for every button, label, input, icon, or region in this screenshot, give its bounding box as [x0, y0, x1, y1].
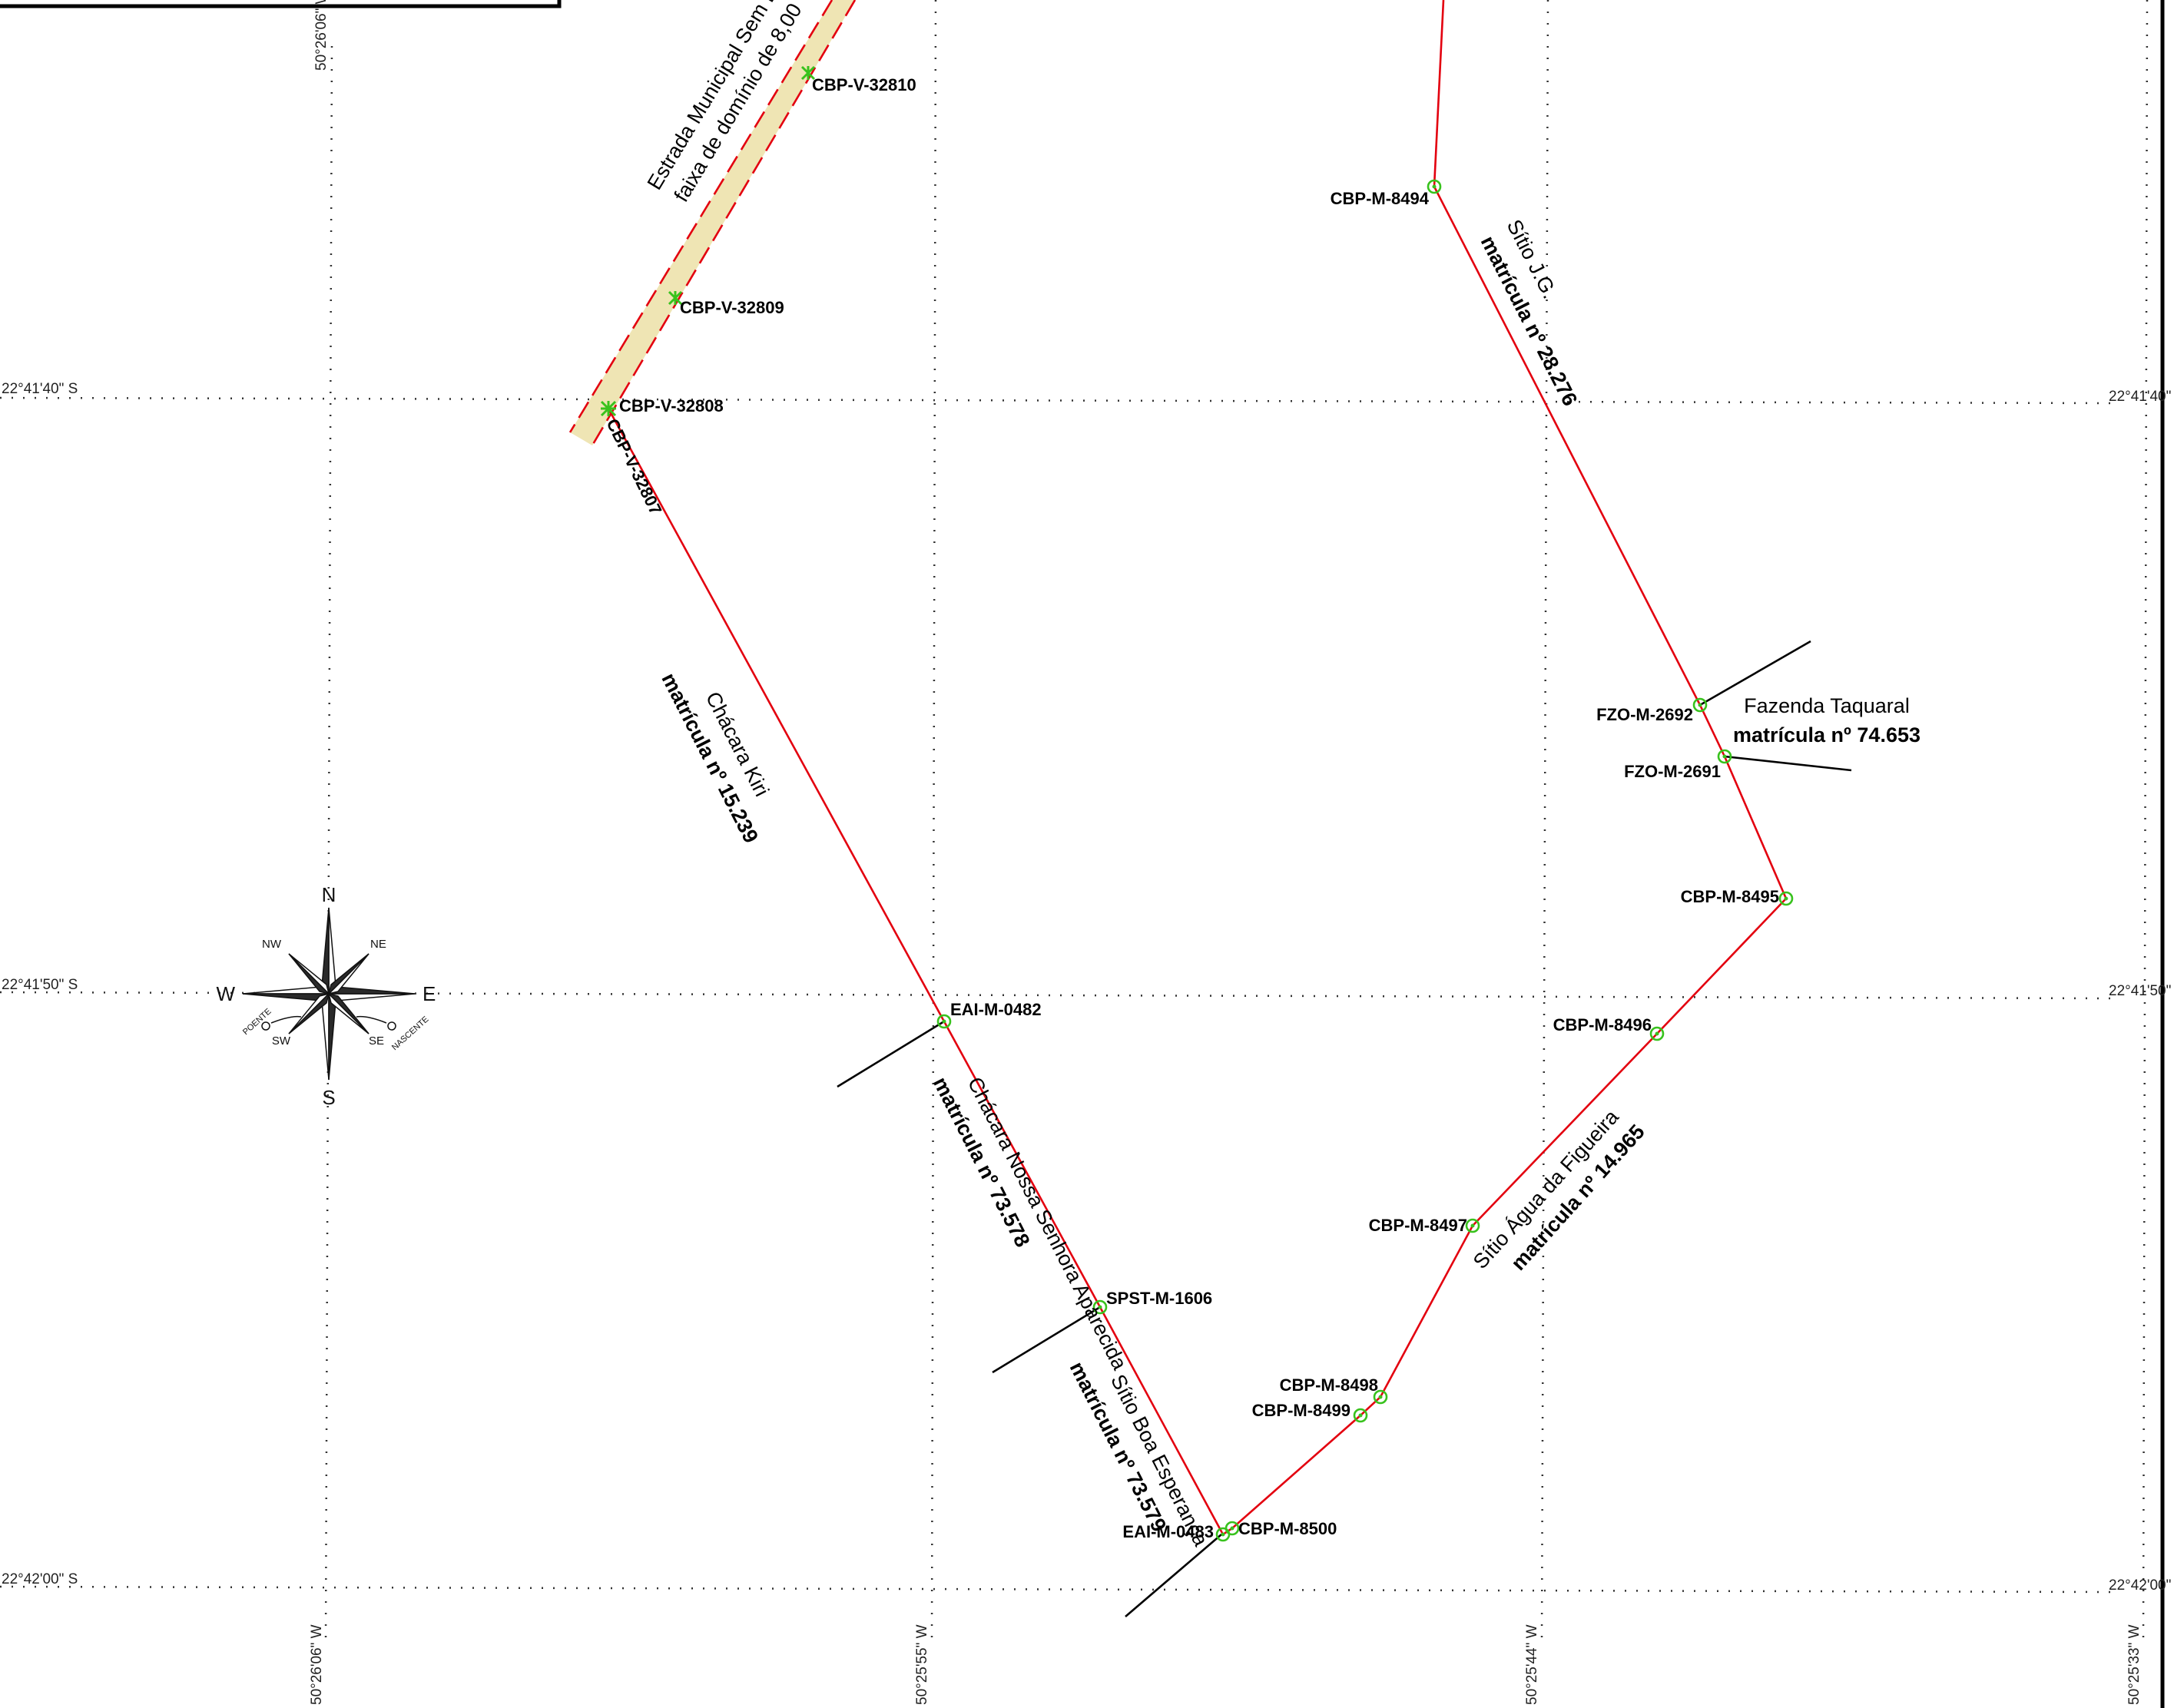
compass-east: E	[423, 982, 436, 1005]
compass-southwest: SW	[272, 1034, 291, 1048]
boundary-top-stub	[1433, 0, 1445, 187]
vertex-marker-cbp-m-8495	[1778, 891, 1794, 906]
compass-rose: N S E W NW NE SW SE POENTE NASCENTE	[216, 883, 436, 1109]
vertex-label-cbp-m-8494: CBP-M-8494	[1331, 189, 1430, 208]
compass-southeast: SE	[369, 1034, 384, 1048]
vertex-label-fzo-m-2691: FZO-M-2691	[1624, 762, 1721, 781]
vertex-marker-cbp-m-8497	[1465, 1218, 1480, 1233]
compass-north: N	[322, 883, 336, 906]
vertex-label-cbp-m-8498: CBP-M-8498	[1280, 1375, 1378, 1395]
compass-northwest: NW	[262, 938, 282, 951]
compass-northeast: NE	[370, 938, 386, 951]
confrontation-line-fzo-2691	[1724, 755, 1852, 772]
road-edge-east	[591, 0, 857, 446]
road-edge-west	[568, 0, 833, 433]
vertex-marker-cbp-v-32808	[600, 400, 617, 417]
lon-label-1-top: 50°26'06" W	[313, 0, 330, 71]
vertex-label-cbp-v-32808: CBP-V-32808	[619, 396, 724, 415]
lon-label-1-bottom: 50°26'06" W	[309, 1624, 325, 1705]
vertex-marker-eai-m-0482	[936, 1014, 952, 1029]
vertex-label-spst-m-1606: SPST-M-1606	[1106, 1289, 1212, 1308]
lon-label-2-bottom: 50°25'55" W	[914, 1624, 930, 1705]
boundary-perimeter	[607, 186, 1788, 1536]
compass-sunrise-label: NASCENTE	[390, 1015, 431, 1052]
compass-south: S	[322, 1086, 335, 1109]
vertex-marker-cbp-m-8494	[1427, 179, 1442, 194]
sunrise-sun-icon	[387, 1021, 396, 1031]
vertex-labels: CBP-V-32810 CBP-V-32809 CBP-V-32808 CBP-…	[603, 75, 1779, 1541]
vertex-marker-cbp-v-32809	[668, 290, 683, 306]
grid-line-lat-bottom	[0, 1585, 2113, 1594]
municipal-road: Estrada Municipal Sem D faixa de domínio…	[568, 0, 857, 446]
vertex-marker-cbp-m-8498	[1373, 1389, 1388, 1405]
vertex-label-cbp-v-32809: CBP-V-32809	[680, 298, 784, 317]
vertex-label-cbp-v-32807: CBP-V-32807	[603, 415, 666, 518]
confrontation-line-eai-0482	[837, 1020, 945, 1088]
vertex-marker-cbp-m-8496	[1649, 1026, 1665, 1041]
vertex-marker-cbp-v-32810	[800, 65, 816, 81]
grid-line-lon-1	[324, 45, 333, 1644]
parcel-registration-fazenda-taquaral: matrícula nº 74.653	[1733, 723, 1920, 746]
lat-label-middle-left: 22°41'50" S	[2, 977, 78, 993]
lat-label-bottom-left: 22°42'00" S	[2, 1571, 78, 1587]
vertex-label-cbp-m-8500: CBP-M-8500	[1238, 1519, 1337, 1538]
lon-label-3-bottom: 50°25'44" W	[1524, 1624, 1540, 1705]
grid-line-lon-4	[2142, 0, 2149, 1644]
vertex-label-cbp-v-32810: CBP-V-32810	[812, 75, 916, 94]
vertex-label-fzo-m-2692: FZO-M-2692	[1596, 705, 1693, 724]
confrontation-line-eai-0483	[1125, 1534, 1222, 1617]
grid-line-lon-2	[930, 0, 937, 1644]
vertex-marker-spst-m-1606	[1092, 1299, 1108, 1315]
grid-line-lon-3	[1540, 0, 1549, 1644]
vertex-label-cbp-m-8496: CBP-M-8496	[1553, 1015, 1652, 1034]
vertex-label-cbp-m-8495: CBP-M-8495	[1681, 887, 1779, 906]
vertex-marker-cbp-m-8499	[1353, 1408, 1368, 1423]
road-right-of-way	[570, 0, 855, 445]
vertex-label-cbp-m-8499: CBP-M-8499	[1252, 1401, 1350, 1420]
lat-label-top-left: 22°41'40" S	[2, 381, 78, 397]
vertex-label-cbp-m-8497: CBP-M-8497	[1369, 1216, 1467, 1235]
parcel-name-fazenda-taquaral: Fazenda Taquaral	[1744, 694, 1910, 717]
sunset-sun-icon	[261, 1021, 270, 1031]
confrontation-line-spst-1606	[992, 1306, 1101, 1374]
confrontation-lines	[837, 640, 1852, 1617]
vertex-marker-fzo-m-2692	[1692, 697, 1708, 713]
vertex-markers	[600, 65, 1794, 1542]
lat-label-middle-right: 22°41'50" S	[2109, 983, 2174, 999]
grid-line-lat-top	[0, 396, 2113, 405]
confrontation-line-fzo-2692	[1699, 640, 1811, 707]
lon-label-4-bottom: 50°25'33" W	[2126, 1624, 2143, 1705]
vertex-label-eai-m-0482: EAI-M-0482	[950, 1000, 1042, 1019]
compass-west: W	[216, 982, 235, 1005]
vertex-marker-cbp-m-8500	[1225, 1521, 1240, 1536]
parcel-name-chacara-nossa-senhora-aparecida: Chácara Nossa Senhora Aparecida	[963, 1074, 1132, 1375]
vertex-label-eai-m-0483: EAI-M-0483	[1122, 1522, 1214, 1541]
lat-label-bottom-right: 22°42'00" S	[2109, 1577, 2174, 1594]
vertex-marker-fzo-m-2691	[1717, 749, 1732, 764]
lat-label-top-right: 22°41'40" S	[2109, 389, 2174, 405]
compass-sunset-label: POENTE	[241, 1007, 273, 1037]
